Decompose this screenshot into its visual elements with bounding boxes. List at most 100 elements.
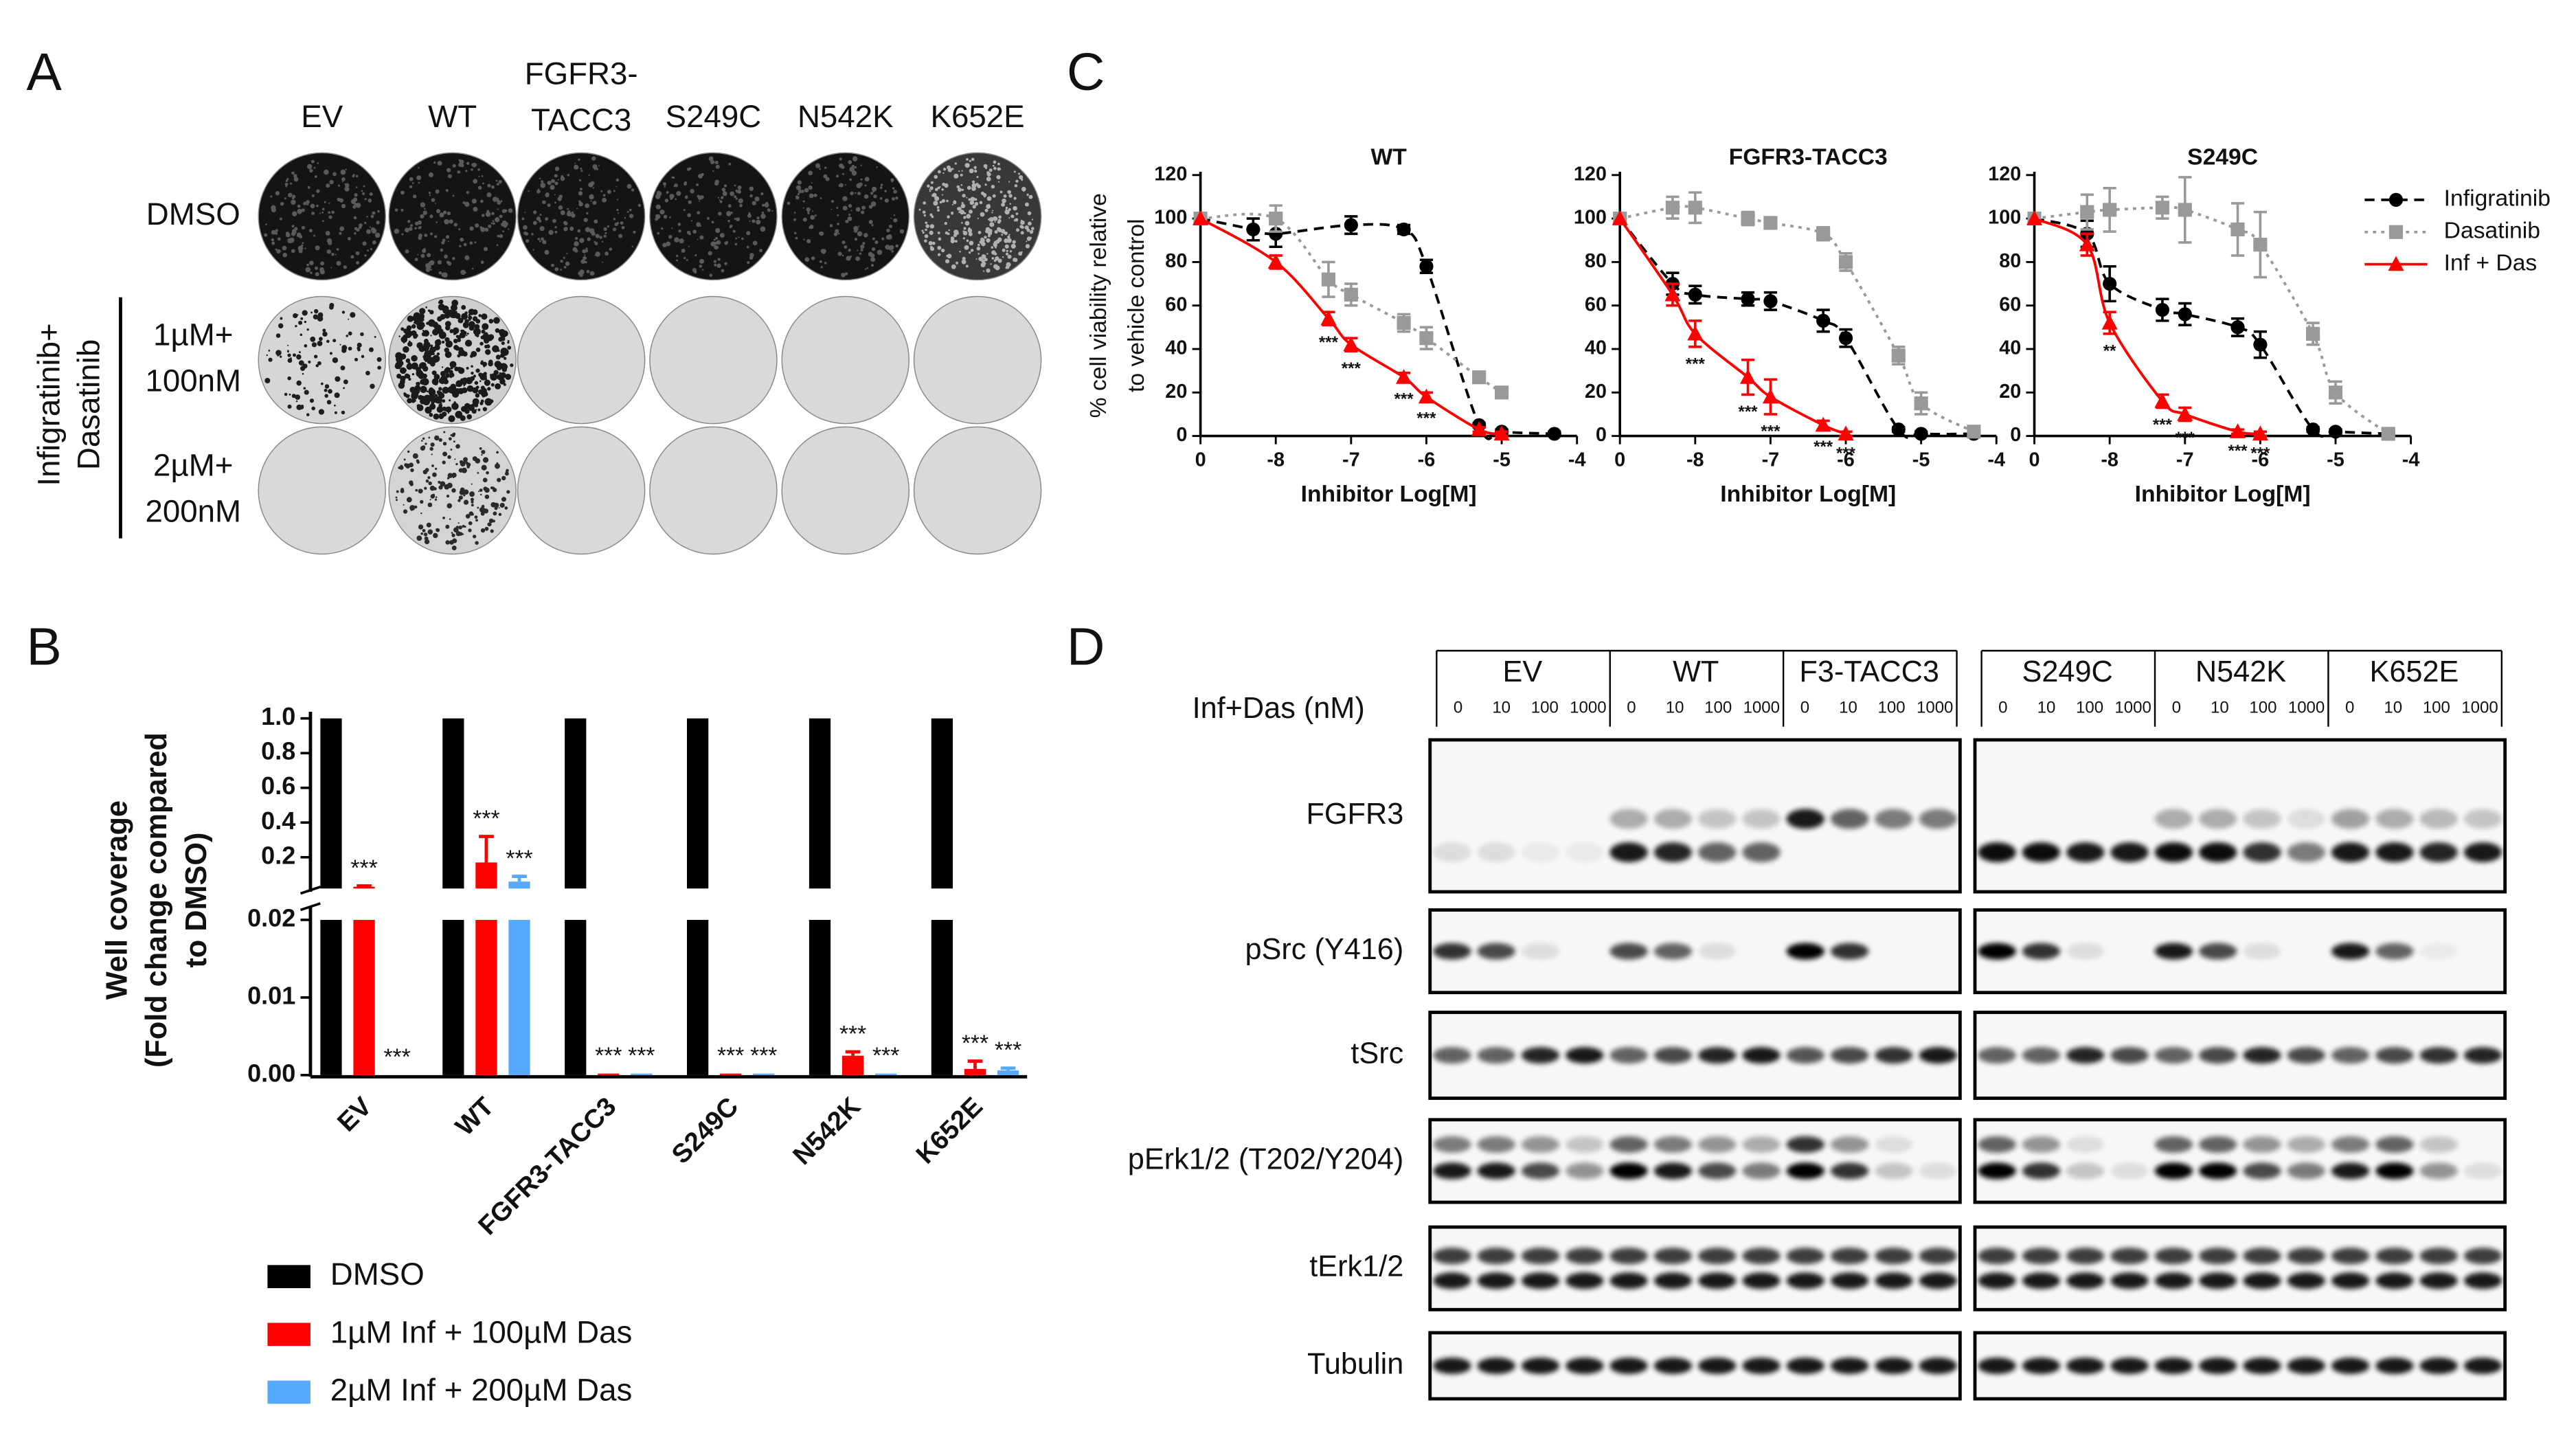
- colony: [466, 161, 470, 165]
- marker: [2103, 276, 2117, 291]
- colony: [449, 518, 451, 520]
- colony: [427, 529, 433, 535]
- blot-band: [2419, 1248, 2458, 1265]
- colony: [599, 236, 602, 239]
- significance: ***: [383, 1045, 410, 1070]
- colony: [304, 390, 309, 395]
- colony: [871, 247, 876, 251]
- colony: [893, 218, 898, 223]
- colony: [503, 383, 506, 386]
- y-tick-label: 0.02: [247, 903, 295, 932]
- colony: [870, 192, 874, 195]
- colony: [311, 406, 315, 411]
- colony: [460, 415, 466, 421]
- colony: [967, 185, 971, 190]
- colony: [595, 251, 600, 257]
- marker: [1838, 331, 1853, 346]
- marker: [2080, 205, 2094, 219]
- colony: [925, 228, 927, 232]
- colony: [447, 477, 450, 480]
- colony: [450, 434, 452, 436]
- colony: [447, 455, 451, 460]
- colony: [629, 208, 632, 212]
- significance: ***: [717, 1043, 744, 1068]
- colony: [442, 386, 449, 394]
- legend-swatch: [267, 1323, 310, 1347]
- colony: [629, 214, 634, 218]
- colony: [946, 199, 949, 203]
- colony: [495, 386, 498, 390]
- blot-band: [1653, 1047, 1693, 1064]
- marker: [2178, 203, 2192, 217]
- colony: [377, 365, 381, 370]
- colony: [997, 228, 1002, 233]
- colony: [334, 411, 337, 414]
- colony: [443, 431, 446, 434]
- colony: [493, 503, 495, 506]
- colony: [460, 164, 464, 168]
- blot-band: [2331, 809, 2370, 829]
- colony: [490, 383, 495, 387]
- y-tick-label: 0: [1596, 424, 1607, 446]
- colony: [815, 163, 821, 168]
- colony: [284, 182, 289, 186]
- colony: [540, 182, 546, 188]
- colony: [453, 345, 459, 350]
- y-tick-label: 0.6: [261, 772, 295, 800]
- colony: [1024, 202, 1029, 207]
- blot-band: [1919, 1162, 1957, 1180]
- colony: [499, 328, 506, 336]
- colony: [980, 262, 986, 268]
- colony: [341, 177, 346, 181]
- colony: [621, 225, 625, 229]
- colony: [760, 192, 764, 196]
- bar: [508, 919, 530, 1075]
- marker: [1838, 255, 1853, 269]
- colony: [341, 348, 347, 353]
- colony: [615, 178, 620, 182]
- x-tick-label: -8: [1267, 449, 1285, 471]
- colony: [714, 160, 719, 165]
- colony: [578, 179, 582, 182]
- colony: [1002, 248, 1006, 252]
- colony: [426, 264, 431, 269]
- bar: [320, 919, 342, 1075]
- blot-band: [1609, 1136, 1648, 1153]
- colony: [314, 266, 318, 270]
- colony: [735, 197, 738, 200]
- colony: [560, 210, 565, 216]
- colony: [329, 352, 332, 355]
- marker: [1269, 227, 1283, 241]
- colony: [927, 184, 930, 188]
- treatment-label: Infigratinib+: [32, 323, 67, 486]
- colony: [1007, 254, 1012, 259]
- colony: [475, 347, 481, 352]
- colony: [971, 183, 977, 188]
- colony: [683, 256, 686, 260]
- colony: [937, 209, 940, 212]
- colony: [585, 247, 588, 250]
- bar: [442, 718, 464, 889]
- colony: [853, 229, 858, 233]
- colony: [439, 330, 444, 335]
- colony: [657, 232, 660, 235]
- colony: [839, 157, 842, 161]
- blot-label: pSrc (Y416): [1245, 933, 1404, 966]
- colony: [1001, 234, 1003, 236]
- colony: [437, 161, 442, 166]
- colony: [1017, 172, 1020, 175]
- significance: ***: [1761, 423, 1781, 441]
- colony: [451, 532, 453, 534]
- colony: [308, 360, 311, 363]
- blot-band: [1698, 1272, 1737, 1290]
- colony: [974, 198, 978, 201]
- colony: [631, 188, 635, 192]
- colony: [302, 242, 304, 245]
- colony: [306, 200, 310, 204]
- blot-band: [2022, 1248, 2061, 1265]
- colony: [444, 351, 452, 359]
- significance: ***: [839, 1022, 866, 1047]
- colony: [879, 196, 883, 200]
- colony: [374, 232, 381, 238]
- significance: ***: [2176, 429, 2195, 447]
